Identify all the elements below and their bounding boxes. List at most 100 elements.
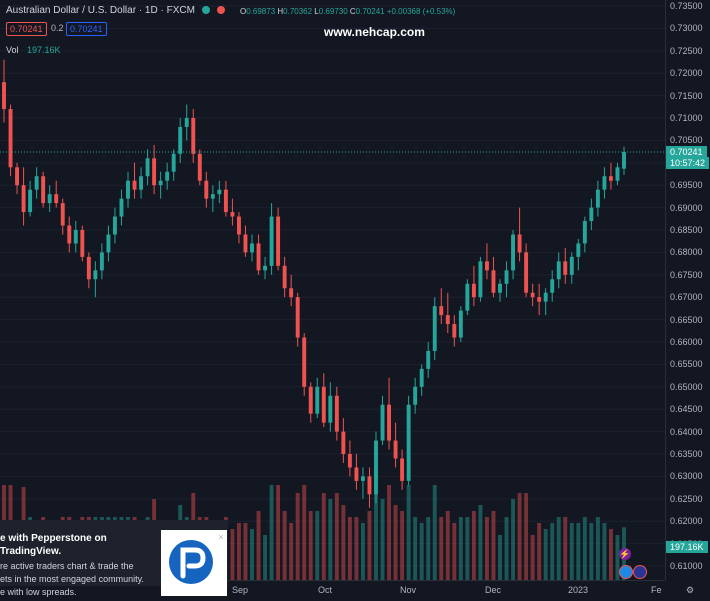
promo-text: e with Pepperstone on TradingView. re ac… (0, 532, 160, 599)
candle-body (269, 216, 274, 266)
volume-bar (354, 517, 359, 580)
volume-bar (374, 485, 378, 580)
volume-legend[interactable]: Vol 197.16K (6, 45, 61, 55)
current-price-tag: 0.70241 (666, 146, 707, 158)
price-tick: 0.66500 (670, 314, 703, 325)
candle-body (471, 283, 476, 298)
volume-tag: 197.16K (666, 541, 708, 553)
candle-body (106, 234, 111, 253)
volume-bar (276, 485, 281, 580)
volume-bar (282, 511, 287, 580)
symbol-legend[interactable]: Australian Dollar / U.S. Dollar · 1D · F… (6, 5, 225, 16)
time-tick: Oct (318, 585, 333, 595)
volume-bar (393, 505, 398, 580)
candle-body (458, 310, 463, 338)
volume-bar (471, 511, 476, 580)
candle-body (478, 261, 483, 298)
candle-body (406, 404, 411, 481)
candle-body (393, 440, 398, 459)
volume-bar (347, 517, 352, 580)
symbol-title[interactable]: Australian Dollar / U.S. Dollar · 1D · F… (6, 5, 195, 16)
promo-banner[interactable]: e with Pepperstone on TradingView. re ac… (0, 520, 228, 597)
volume-bar (615, 535, 620, 580)
candle-body (60, 203, 65, 226)
candle-body (426, 350, 431, 369)
candle-body (432, 306, 437, 351)
candle-body (15, 167, 20, 186)
candle-body (315, 386, 320, 414)
candle-body (302, 337, 307, 387)
spread-value: 0.2 (51, 23, 64, 33)
candle-body (615, 167, 620, 181)
price-tick: 0.67000 (670, 292, 703, 303)
time-tick: 2023 (568, 585, 589, 595)
volume-bar (308, 511, 313, 580)
candle-body (387, 404, 392, 441)
candle-body (80, 230, 85, 257)
lightning-event-icon[interactable]: ⚡ (619, 548, 631, 560)
candle-body (445, 315, 450, 325)
candle-body (34, 176, 39, 190)
candle-body (602, 176, 607, 190)
candle-body (308, 386, 313, 414)
volume-bar (511, 499, 516, 580)
candle-body (223, 189, 228, 213)
volume-bar (432, 485, 437, 580)
volume-bar (452, 523, 457, 580)
volume-bar (250, 529, 254, 580)
volume-bar (589, 523, 594, 580)
candle-body (197, 153, 202, 181)
candle-body (230, 212, 235, 217)
volume-bar (563, 517, 568, 580)
volume-bar (608, 529, 613, 580)
candle-body (595, 189, 600, 208)
sell-button[interactable]: 0.70241 (6, 22, 47, 36)
candle-body (99, 252, 104, 271)
candle-body (126, 180, 130, 199)
candle-body (498, 283, 502, 293)
volume-bar (458, 517, 463, 580)
price-tick: 0.63500 (670, 449, 703, 459)
candle-body (184, 118, 189, 127)
promo-headline: e with Pepperstone on TradingView. (0, 533, 107, 557)
pepperstone-logo-icon[interactable] (161, 530, 227, 596)
close-promo-button[interactable]: × (218, 532, 224, 542)
volume-bar (387, 485, 392, 580)
volume-bar (360, 523, 365, 580)
settings-gear-icon[interactable]: ⚙ (686, 585, 695, 595)
price-tick: 0.65500 (670, 359, 703, 370)
volume-bar (517, 493, 522, 580)
candle-body (93, 270, 98, 280)
volume-bar (465, 517, 470, 580)
volume-bar (341, 505, 346, 580)
volume-bar (426, 517, 431, 580)
us-flag-event-icon[interactable] (619, 565, 633, 579)
volume-bar (491, 511, 496, 580)
promo-line-3: e with low spreads. (0, 587, 77, 597)
volume-bar (576, 523, 581, 580)
candle-body (86, 256, 91, 280)
volume-bar (230, 529, 235, 580)
candle-body (204, 180, 209, 199)
volume-bar (406, 485, 411, 580)
candle-body (517, 234, 522, 253)
price-tick: 0.73000 (670, 23, 703, 34)
buy-button[interactable]: 0.70241 (66, 22, 107, 36)
au-flag-event-icon[interactable] (633, 565, 647, 579)
volume-bar (537, 523, 542, 580)
candle-body (608, 176, 613, 181)
volume-bar (367, 511, 372, 580)
watermark: www.nehcap.com (324, 25, 425, 39)
candle-body (191, 118, 196, 154)
market-status-icon[interactable] (201, 6, 210, 14)
candle-body (367, 476, 372, 495)
candle-body (210, 194, 215, 199)
price-chart[interactable] (0, 0, 665, 580)
price-tick: 0.62500 (670, 493, 703, 504)
candle-body (139, 176, 144, 190)
volume-bar (328, 499, 333, 580)
candle-body (263, 265, 268, 271)
candle-body (452, 324, 457, 338)
live-data-icon[interactable] (216, 6, 225, 14)
price-axis[interactable]: 0.73500 0.73000 0.72500 0.72000 0.71500 0.710… (665, 0, 710, 580)
